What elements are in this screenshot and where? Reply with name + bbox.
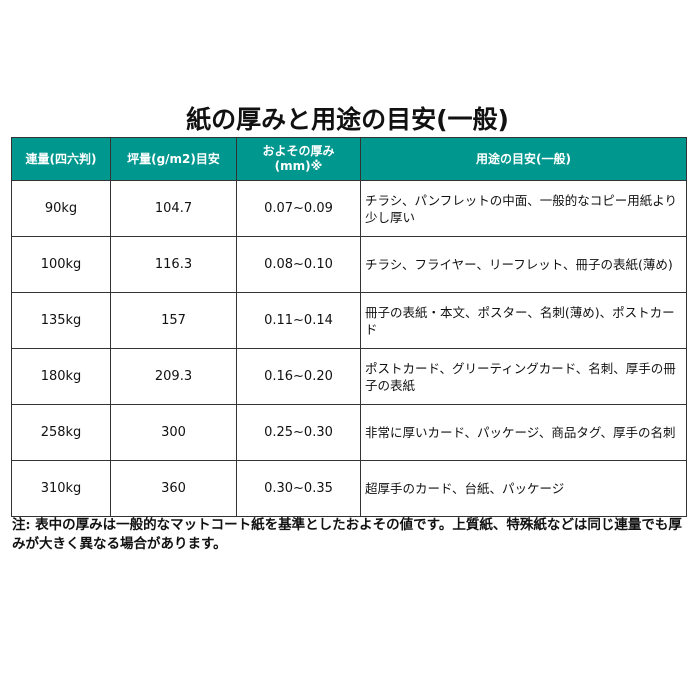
table-cell: 360: [110, 460, 237, 517]
table-cell: 非常に厚いカード、パッケージ、商品タグ、厚手の名刺: [360, 404, 687, 461]
table-cell: 100kg: [11, 236, 111, 293]
table-cell: 超厚手のカード、台紙、パッケージ: [360, 460, 687, 517]
table-cell: 116.3: [110, 236, 237, 293]
table-cell: 209.3: [110, 348, 237, 405]
table-header-row: 連量(四六判) 坪量(g/m2)目安 およその厚み(mm)※ 用途の目安(一般): [11, 137, 687, 181]
table-cell: 300: [110, 404, 237, 461]
table-cell: チラシ、パンフレットの中面、一般的なコピー用紙より少し厚い: [360, 180, 687, 237]
table-cell: 180kg: [11, 348, 111, 405]
column-header: 用途の目安(一般): [360, 137, 687, 181]
table-cell: 135kg: [11, 292, 111, 349]
table-cell: 104.7: [110, 180, 237, 237]
column-header: およその厚み(mm)※: [236, 137, 361, 181]
table-row: 135kg 157 0.11~0.14 冊子の表紙・本文、ポスター、名刺(薄め)、ポス…: [11, 292, 687, 349]
column-header: 坪量(g/m2)目安: [110, 137, 237, 181]
footnote: 注: 表中の厚みは一般的なマットコート紙を基準としたおよその値です。上質紙、特殊…: [12, 517, 682, 552]
table-cell: 0.11~0.14: [236, 292, 361, 349]
paper-thickness-table: 連量(四六判) 坪量(g/m2)目安 およその厚み(mm)※ 用途の目安(一般) 90…: [11, 137, 687, 517]
table-cell: 157: [110, 292, 237, 349]
table-cell: 0.16~0.20: [236, 348, 361, 405]
column-header: 連量(四六判): [11, 137, 111, 181]
table-cell: 0.30~0.35: [236, 460, 361, 517]
table-cell: 0.07~0.09: [236, 180, 361, 237]
page-title: 紙の厚みと用途の目安(一般): [186, 105, 509, 134]
table-row: 180kg 209.3 0.16~0.20 ポストカード、グリーティングカード、名刺、…: [11, 348, 687, 405]
table-row: 100kg 116.3 0.08~0.10 チラシ、フライヤー、リーフレット、冊子の表…: [11, 236, 687, 293]
table-cell: 258kg: [11, 404, 111, 461]
table-cell: チラシ、フライヤー、リーフレット、冊子の表紙(薄め): [360, 236, 687, 293]
table-row: 258kg 300 0.25~0.30 非常に厚いカード、パッケージ、商品タグ、厚手の…: [11, 404, 687, 461]
table-row: 310kg 360 0.30~0.35 超厚手のカード、台紙、パッケージ: [11, 460, 687, 517]
table-cell: 冊子の表紙・本文、ポスター、名刺(薄め)、ポストカード: [360, 292, 687, 349]
table-cell: 310kg: [11, 460, 111, 517]
table-cell: 0.08~0.10: [236, 236, 361, 293]
table-cell: ポストカード、グリーティングカード、名刺、厚手の冊子の表紙: [360, 348, 687, 405]
table-row: 90kg 104.7 0.07~0.09 チラシ、パンフレットの中面、一般的なコピー用…: [11, 180, 687, 237]
table-cell: 0.25~0.30: [236, 404, 361, 461]
table-cell: 90kg: [11, 180, 111, 237]
